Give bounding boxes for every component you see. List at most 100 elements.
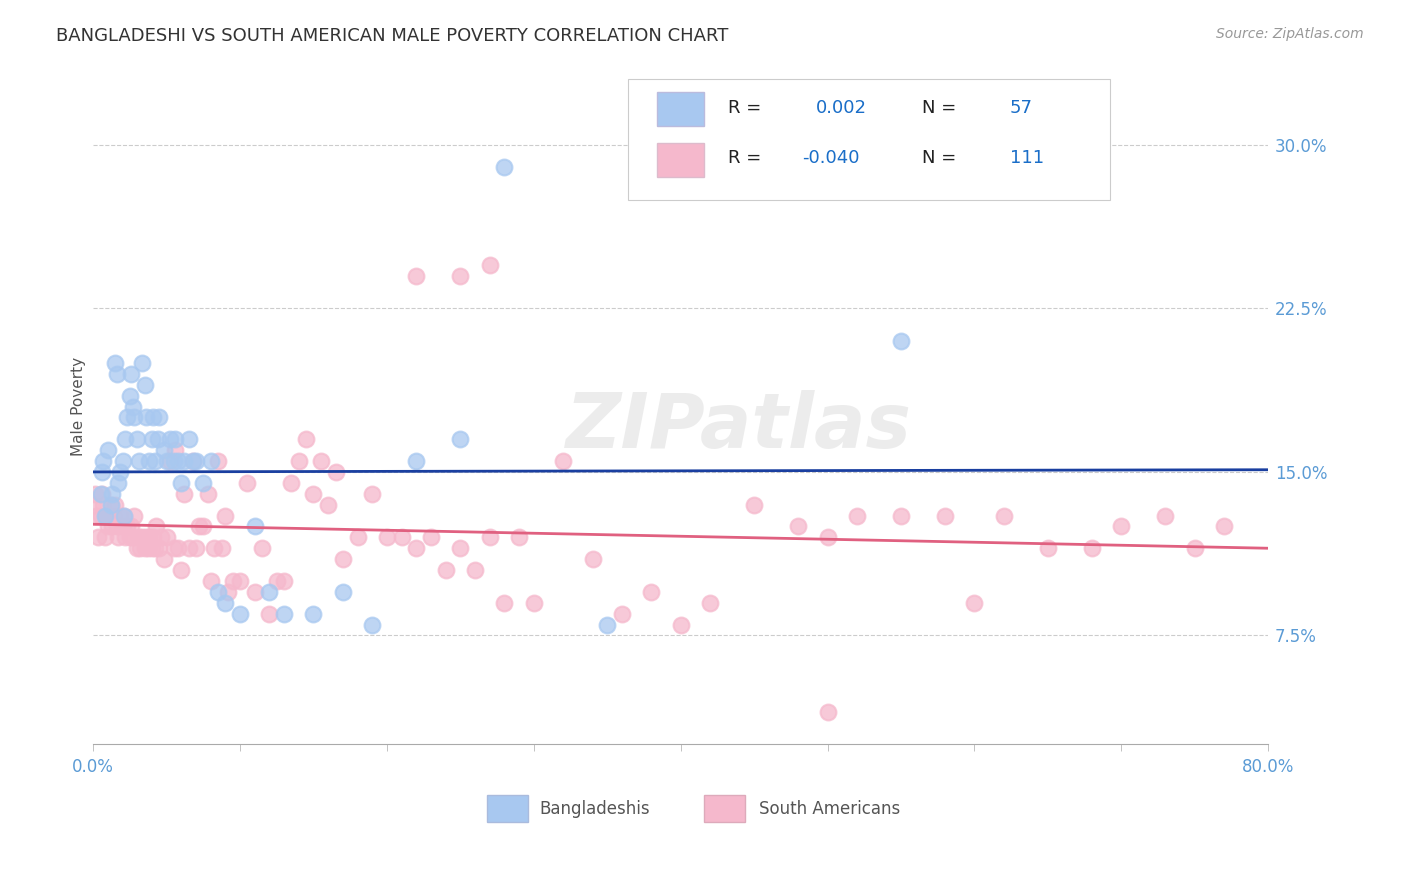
Point: [115, 519, 138, 533]
Point: [890, 334, 912, 348]
Point: [124, 508, 146, 523]
Point: [640, 585, 662, 599]
Point: [83, 487, 105, 501]
Point: [143, 541, 166, 556]
Point: [120, 519, 142, 533]
Point: [167, 454, 190, 468]
Point: [114, 432, 136, 446]
Text: R =: R =: [728, 99, 766, 117]
FancyBboxPatch shape: [628, 78, 1109, 201]
Point: [890, 508, 912, 523]
Point: [391, 530, 413, 544]
Text: BANGLADESHI VS SOUTH AMERICAN MALE POVERTY CORRELATION CHART: BANGLADESHI VS SOUTH AMERICAN MALE POVER…: [56, 27, 728, 45]
Point: [115, 410, 138, 425]
Point: [142, 410, 165, 425]
Point: [163, 454, 186, 468]
Point: [346, 530, 368, 544]
Point: [120, 367, 142, 381]
Point: [129, 541, 152, 556]
Point: [100, 498, 122, 512]
Point: [494, 160, 516, 174]
Point: [165, 432, 187, 446]
Point: [103, 508, 125, 523]
Point: [266, 574, 288, 588]
Point: [159, 432, 181, 446]
Point: [581, 552, 603, 566]
Point: [104, 498, 127, 512]
Point: [135, 410, 157, 425]
Point: [610, 607, 633, 621]
Point: [138, 530, 160, 544]
Point: [193, 475, 215, 490]
Point: [1213, 519, 1236, 533]
Point: [131, 356, 153, 370]
Point: [108, 465, 131, 479]
Point: [152, 443, 174, 458]
Point: [156, 530, 179, 544]
Point: [1154, 508, 1177, 523]
Point: [135, 530, 157, 544]
Point: [134, 377, 156, 392]
Point: [138, 454, 160, 468]
Text: South Americans: South Americans: [759, 800, 901, 818]
Point: [217, 585, 239, 599]
Point: [699, 596, 721, 610]
Point: [105, 367, 128, 381]
Point: [817, 530, 839, 544]
Text: R =: R =: [728, 149, 766, 167]
Point: [124, 410, 146, 425]
Point: [250, 541, 273, 556]
Point: [91, 465, 114, 479]
Point: [325, 465, 347, 479]
Point: [121, 400, 143, 414]
Text: -0.040: -0.040: [801, 149, 859, 167]
Point: [148, 541, 170, 556]
Point: [181, 454, 204, 468]
Point: [464, 563, 486, 577]
Point: [167, 541, 190, 556]
Point: [108, 508, 131, 523]
Point: [104, 356, 127, 370]
Point: [316, 498, 339, 512]
Point: [259, 607, 281, 621]
Point: [295, 432, 318, 446]
Point: [136, 541, 159, 556]
Point: [478, 530, 501, 544]
Point: [127, 541, 149, 556]
Point: [229, 607, 252, 621]
Point: [963, 596, 986, 610]
Point: [114, 530, 136, 544]
Point: [405, 541, 427, 556]
Point: [111, 454, 134, 468]
Point: [173, 454, 195, 468]
Point: [197, 487, 219, 501]
Point: [288, 454, 311, 468]
Point: [156, 454, 179, 468]
Text: 111: 111: [1010, 149, 1043, 167]
Point: [259, 585, 281, 599]
Point: [173, 487, 195, 501]
Text: Source: ZipAtlas.com: Source: ZipAtlas.com: [1216, 27, 1364, 41]
Point: [143, 454, 166, 468]
Text: ZIPatlas: ZIPatlas: [567, 390, 912, 464]
Point: [97, 443, 120, 458]
Point: [200, 454, 222, 468]
Point: [200, 574, 222, 588]
Point: [111, 519, 134, 533]
FancyBboxPatch shape: [657, 143, 704, 177]
Point: [142, 530, 165, 544]
Point: [159, 454, 181, 468]
Point: [405, 268, 427, 283]
Point: [94, 530, 117, 544]
Point: [107, 530, 129, 544]
Point: [1036, 541, 1059, 556]
Text: 0.002: 0.002: [815, 99, 866, 117]
Text: N =: N =: [921, 99, 962, 117]
Point: [146, 432, 169, 446]
Point: [361, 617, 384, 632]
Point: [214, 596, 236, 610]
FancyBboxPatch shape: [704, 795, 745, 822]
Point: [177, 432, 200, 446]
Point: [94, 508, 117, 523]
Point: [141, 432, 163, 446]
